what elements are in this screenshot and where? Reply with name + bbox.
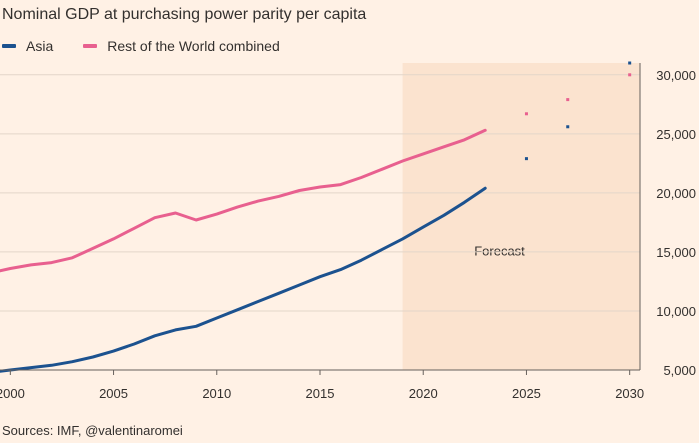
x-tick-label: 2020 (409, 386, 438, 401)
legend-item-rest-of-world: Rest of the World combined (83, 38, 280, 54)
x-tick-label: 2005 (99, 386, 128, 401)
source-note: Sources: IMF, @valentinaromei (2, 423, 183, 438)
forecast-point-asia (628, 61, 632, 65)
chart-axes: 2000 2005 2010 2015 2020 2025 2030 5,000 10,000 1… (0, 63, 696, 401)
forecast-point-asia (524, 157, 528, 161)
forecast-point-rest-of-world (566, 98, 570, 102)
chart-series (0, 61, 632, 373)
legend-swatch-asia (2, 44, 16, 48)
y-tick-label: 25,000 (656, 127, 696, 142)
y-tick-label: 20,000 (656, 186, 696, 201)
chart-background: Forecast (402, 63, 640, 370)
x-tick-label: 2030 (615, 386, 644, 401)
y-tick-label: 30,000 (656, 68, 696, 83)
legend-label-asia: Asia (26, 38, 54, 54)
x-tick-label: 2010 (202, 386, 231, 401)
forecast-label: Forecast (474, 243, 525, 258)
legend-label-rest-of-world: Rest of the World combined (107, 38, 280, 54)
x-tick-label: 2000 (0, 386, 25, 401)
y-tick-label: 15,000 (656, 245, 696, 260)
y-tick-label: 10,000 (656, 304, 696, 319)
legend-item-asia: Asia (2, 38, 53, 54)
chart-legend: Asia Rest of the World combined (2, 38, 280, 54)
forecast-point-rest-of-world (524, 112, 528, 116)
series-line-rest-of-world (0, 128, 487, 273)
x-tick-label: 2015 (306, 386, 335, 401)
forecast-point-asia (566, 125, 570, 129)
x-tick-label: 2025 (512, 386, 541, 401)
legend-swatch-rest-of-world (83, 44, 98, 48)
chart-title: Nominal GDP at purchasing power parity p… (2, 6, 367, 23)
series-line-asia (0, 186, 487, 373)
forecast-region (402, 63, 640, 370)
y-tick-label: 5,000 (663, 363, 696, 378)
forecast-point-rest-of-world (628, 73, 632, 77)
